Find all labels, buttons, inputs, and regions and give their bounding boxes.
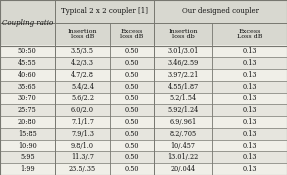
Bar [0,151,287,163]
Text: 3.5/3.5: 3.5/3.5 [71,47,94,55]
Text: Coupling ratio: Coupling ratio [2,19,53,27]
Text: 0.50: 0.50 [125,142,139,150]
Text: 11.3/.7: 11.3/.7 [71,153,94,161]
Text: 0.50: 0.50 [125,130,139,138]
Text: 25:75: 25:75 [18,106,37,114]
Text: 0.13: 0.13 [243,71,257,79]
Text: 20:80: 20:80 [18,118,37,126]
Text: 0.13: 0.13 [243,142,257,150]
Bar [0,93,287,104]
Text: 30:70: 30:70 [18,94,37,103]
Text: 0.50: 0.50 [125,71,139,79]
Text: 20/.044: 20/.044 [170,165,195,173]
Text: 45:55: 45:55 [18,59,37,67]
Text: 50:50: 50:50 [18,47,37,55]
Text: 0.13: 0.13 [243,153,257,161]
Text: 5.92/1.24: 5.92/1.24 [167,106,199,114]
Text: 10/.457: 10/.457 [170,142,195,150]
Text: 0.50: 0.50 [125,106,139,114]
Bar [0,69,287,81]
Bar [0,81,287,93]
Text: 0.13: 0.13 [243,94,257,103]
Bar [0,46,287,57]
Text: 10:90: 10:90 [18,142,37,150]
Text: 0.13: 0.13 [243,118,257,126]
Text: 8.2/.705: 8.2/.705 [169,130,197,138]
Text: 9.8/1.0: 9.8/1.0 [71,142,94,150]
Bar [0,0,287,46]
Text: 15:85: 15:85 [18,130,37,138]
Text: 3.97/2.21: 3.97/2.21 [167,71,199,79]
Text: 40:60: 40:60 [18,71,37,79]
Text: 7.1/1.7: 7.1/1.7 [71,118,94,126]
Text: 0.50: 0.50 [125,165,139,173]
Text: 1:99: 1:99 [20,165,34,173]
Bar [0,104,287,116]
Text: 3.46/2.59: 3.46/2.59 [167,59,199,67]
Text: 3.01/3.01: 3.01/3.01 [167,47,199,55]
Text: 0.50: 0.50 [125,83,139,91]
Text: 5.2/1.54: 5.2/1.54 [169,94,197,103]
Text: 0.50: 0.50 [125,47,139,55]
Text: 0.13: 0.13 [243,83,257,91]
Text: Insertion
loss db: Insertion loss db [168,29,198,39]
Text: 4.55/1.87: 4.55/1.87 [167,83,199,91]
Text: 0.50: 0.50 [125,94,139,103]
Bar [0,57,287,69]
Text: 0.13: 0.13 [243,130,257,138]
Text: Insertion
loss dB: Insertion loss dB [68,29,97,39]
Bar [0,116,287,128]
Text: 0.50: 0.50 [125,59,139,67]
Text: 0.13: 0.13 [243,165,257,173]
Text: 13.01/.22: 13.01/.22 [167,153,199,161]
Text: 0.13: 0.13 [243,106,257,114]
Text: Our designed coupler: Our designed coupler [182,7,259,15]
Text: 5:95: 5:95 [20,153,34,161]
Text: 35:65: 35:65 [18,83,37,91]
Text: 7.9/1.3: 7.9/1.3 [71,130,94,138]
Text: 5.4/2.4: 5.4/2.4 [71,83,94,91]
Bar [0,163,287,175]
Text: 5.6/2.2: 5.6/2.2 [71,94,94,103]
Bar [0,128,287,140]
Text: Typical 2 x 2 coupler [1]: Typical 2 x 2 coupler [1] [61,7,148,15]
Text: 4.7/2.8: 4.7/2.8 [71,71,94,79]
Bar [0,140,287,151]
Text: 6.9/.961: 6.9/.961 [169,118,197,126]
Text: 6.0/2.0: 6.0/2.0 [71,106,94,114]
Text: 4.2/3.3: 4.2/3.3 [71,59,94,67]
Text: 0.50: 0.50 [125,153,139,161]
Text: Excess
loss dB: Excess loss dB [120,29,144,39]
Text: Excess
Loss dB: Excess Loss dB [237,29,262,39]
Text: 0.13: 0.13 [243,47,257,55]
Text: 0.13: 0.13 [243,59,257,67]
Text: 0.50: 0.50 [125,118,139,126]
Text: 23.5/.35: 23.5/.35 [69,165,96,173]
